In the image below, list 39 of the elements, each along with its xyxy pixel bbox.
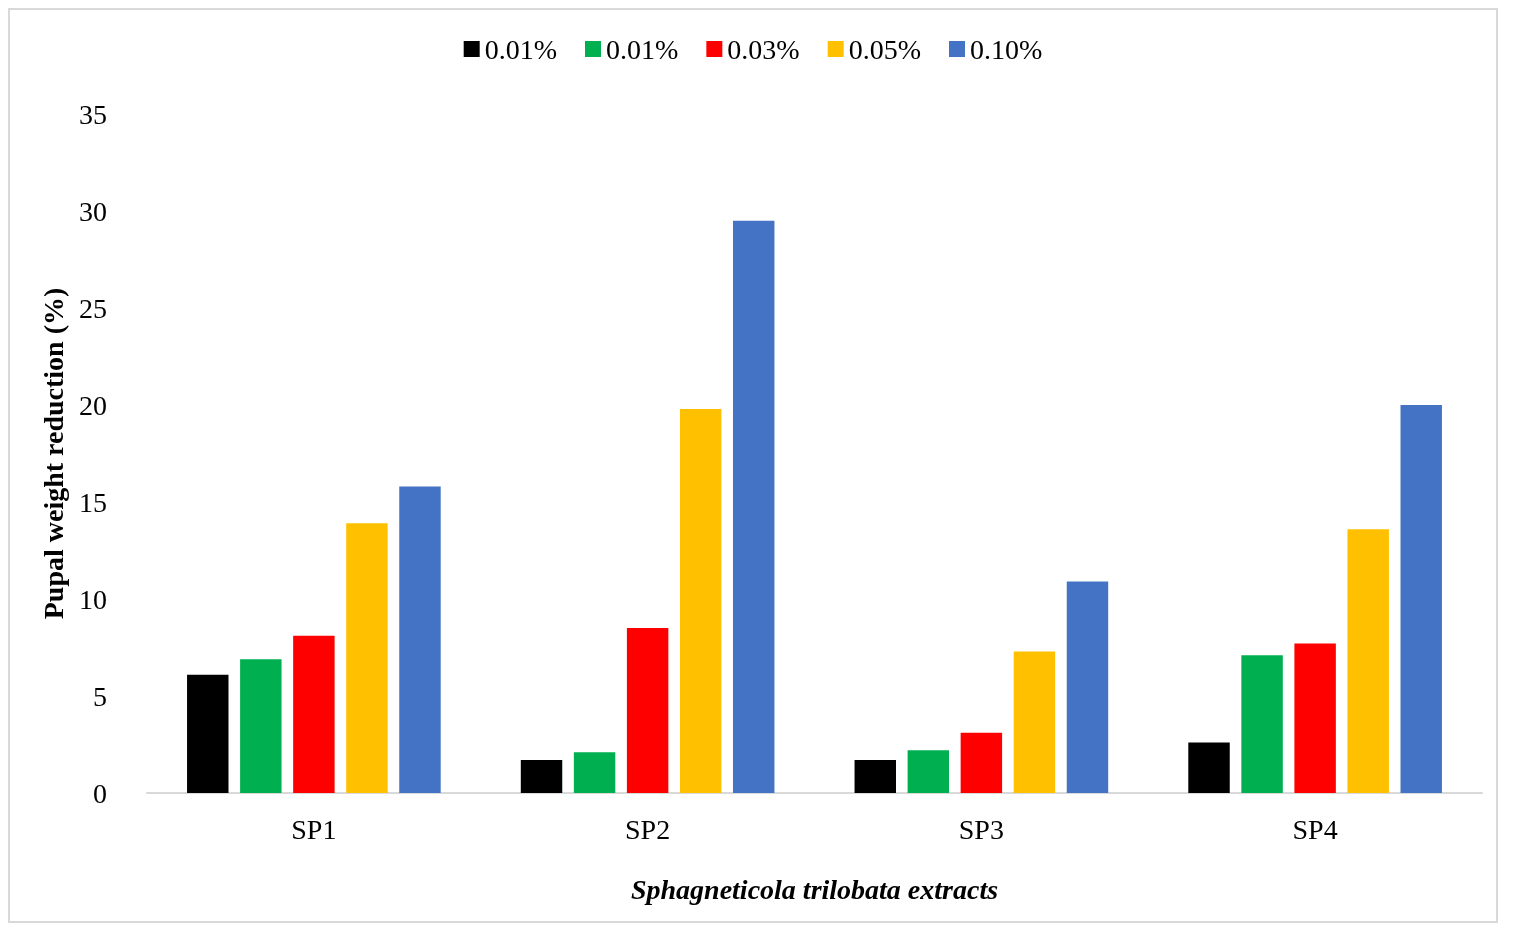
bar <box>1066 581 1109 793</box>
bar <box>520 760 563 793</box>
bar <box>1294 643 1336 793</box>
bar <box>960 732 1003 793</box>
legend-label: 0.01% <box>484 33 558 65</box>
bar <box>907 750 950 793</box>
bar <box>854 760 896 793</box>
bar <box>240 659 282 793</box>
y-tick-label: 25 <box>79 292 107 324</box>
x-tick-label: SP4 <box>1292 813 1338 845</box>
y-tick-label: 20 <box>79 389 107 421</box>
x-axis-title: Sphagneticola trilobata extracts <box>630 873 999 905</box>
x-tick-label: SP1 <box>291 813 337 845</box>
bar <box>573 752 616 793</box>
bar <box>1013 651 1056 793</box>
y-tick-label: 35 <box>79 98 107 130</box>
y-tick-label: 15 <box>79 486 107 518</box>
y-tick-label: 0 <box>93 777 107 809</box>
y-tick-label: 5 <box>93 680 107 712</box>
y-axis-title: Pupal weight reduction (%) <box>37 287 69 620</box>
bar <box>626 628 669 793</box>
bar <box>679 408 722 793</box>
bar <box>1188 742 1230 793</box>
bar <box>293 635 335 793</box>
legend-label: 0.03% <box>727 33 800 65</box>
bar <box>1241 655 1283 793</box>
y-tick-label: 30 <box>79 195 107 227</box>
y-tick-label: 10 <box>79 583 107 615</box>
x-tick-label: SP3 <box>958 813 1004 845</box>
bar <box>346 523 388 793</box>
bar <box>187 674 229 793</box>
bar <box>733 220 775 793</box>
bar <box>399 486 441 793</box>
legend-label: 0.10% <box>969 33 1043 65</box>
legend-label: 0.01% <box>606 33 679 65</box>
bar <box>1400 405 1442 793</box>
x-tick-label: SP2 <box>625 813 671 845</box>
legend-label: 0.05% <box>848 33 921 65</box>
bar <box>1347 529 1389 793</box>
